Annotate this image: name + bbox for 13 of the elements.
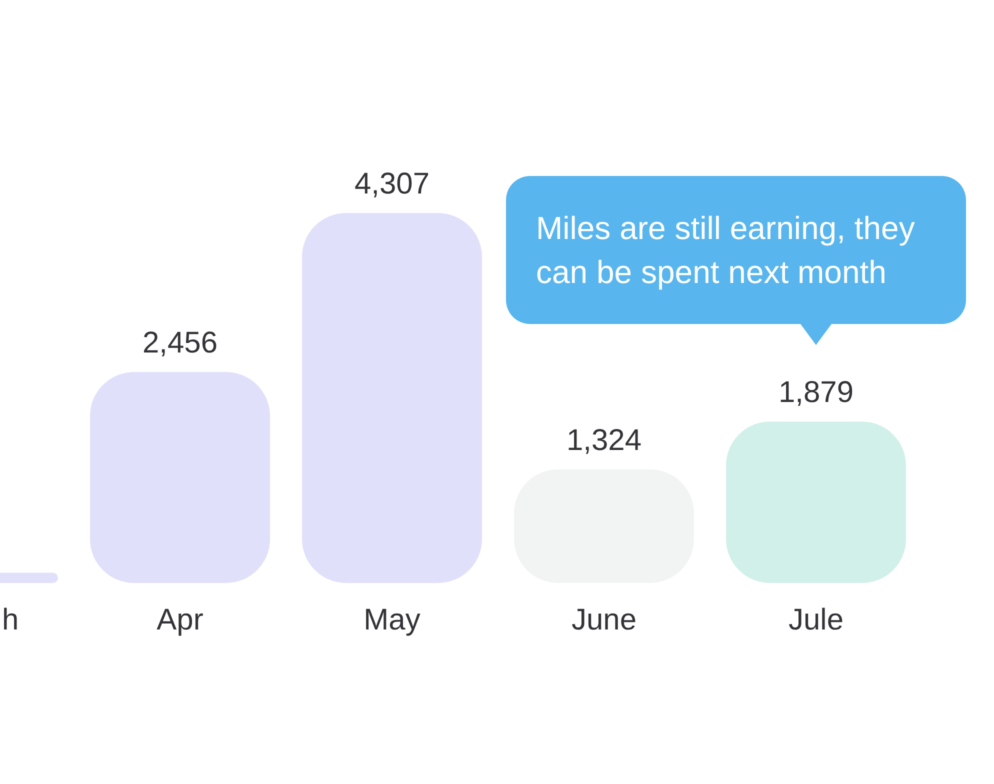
bar — [726, 422, 906, 583]
data-label: 1,879 — [778, 376, 854, 410]
data-label: 2,456 — [142, 326, 218, 360]
x-tick-label: h — [2, 604, 19, 636]
bar — [302, 213, 482, 583]
data-label: 4,307 — [354, 168, 430, 200]
bar — [90, 372, 270, 583]
x-tick-label: June — [571, 604, 637, 636]
x-tick-label: May — [364, 604, 420, 636]
annotation: Miles are still earning, they can be spent next month — [536, 210, 924, 290]
data-label: 1,324 — [566, 424, 642, 457]
x-tick-label: Apr — [156, 604, 204, 636]
x-tick-label: Jule — [788, 604, 844, 636]
